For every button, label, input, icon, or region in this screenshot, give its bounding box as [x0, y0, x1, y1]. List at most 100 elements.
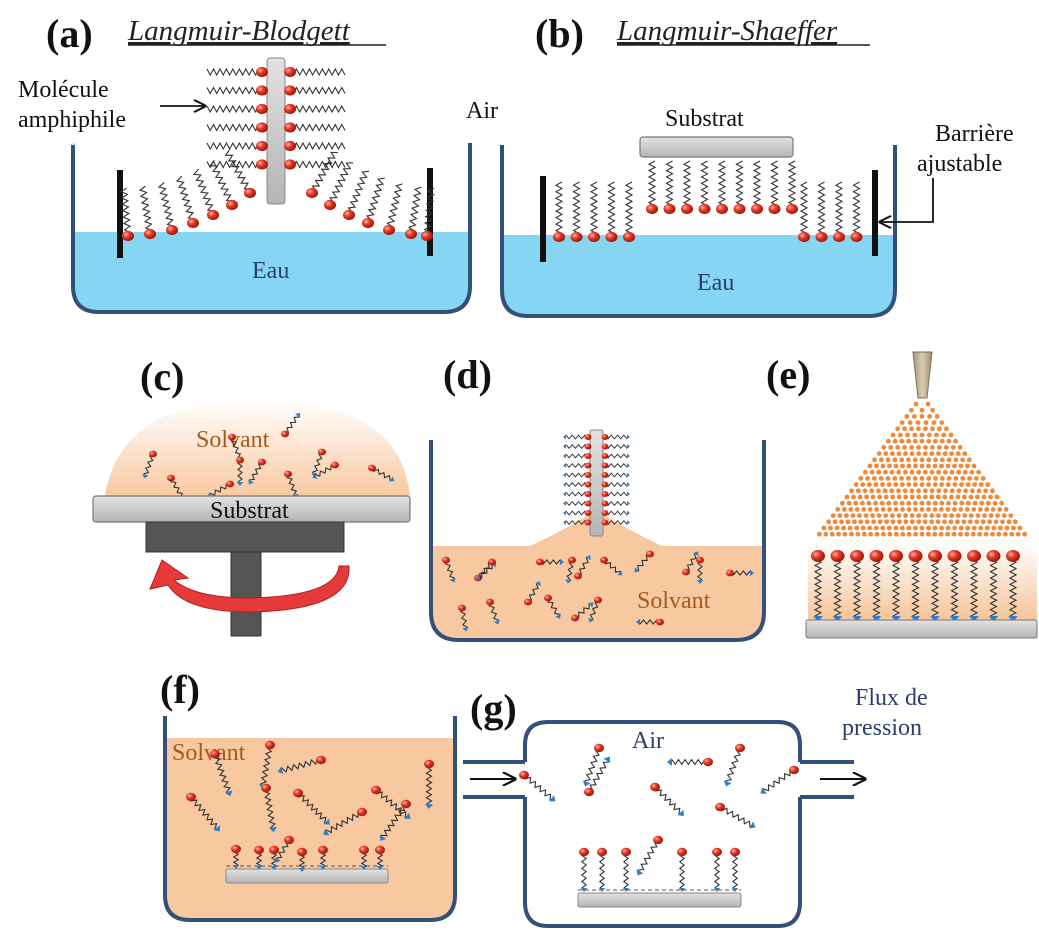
anchor-group — [555, 613, 561, 619]
alkyl-tail — [170, 477, 183, 499]
alkyl-tail — [607, 181, 616, 238]
droplet — [876, 488, 881, 494]
alkyl-tail — [565, 519, 589, 526]
polar-head — [928, 550, 942, 562]
droplet — [929, 519, 935, 525]
spray-droplets — [817, 401, 1027, 537]
droplet — [955, 451, 961, 456]
alkyl-tail — [752, 160, 762, 210]
droplet — [916, 426, 921, 432]
droplet — [916, 488, 921, 494]
droplet — [916, 469, 922, 475]
anchor-group — [588, 602, 594, 608]
droplet — [963, 488, 968, 494]
amphiphile-molecule — [833, 181, 845, 243]
polar-head — [605, 231, 618, 243]
droplet — [876, 469, 882, 475]
polar-head — [653, 835, 663, 845]
amphiphile-molecule — [733, 160, 746, 215]
amphiphile-molecule — [601, 462, 630, 469]
droplet — [958, 507, 964, 512]
droplet — [929, 494, 935, 500]
polar-head — [187, 217, 199, 229]
amphiphile-molecule — [751, 160, 763, 215]
amphiphile-molecule — [138, 185, 156, 240]
polar-head — [231, 844, 241, 854]
droplet — [985, 500, 991, 506]
droplet — [972, 482, 977, 487]
droplet — [870, 494, 876, 500]
droplet — [893, 463, 899, 469]
alkyl-tail — [425, 763, 433, 805]
droplet — [932, 525, 938, 531]
droplet — [976, 488, 982, 494]
alkyl-tail — [407, 186, 422, 235]
droplet — [892, 476, 898, 481]
droplet — [880, 507, 886, 512]
alkyl-tail — [289, 104, 346, 114]
amphiphile-molecule — [563, 481, 592, 488]
panel-b: (b) Langmuir-Shaeffer Eau Substrat Barri… — [500, 11, 1014, 318]
anchor-group — [832, 616, 843, 622]
polar-head — [967, 550, 981, 562]
polar-head — [681, 203, 693, 215]
droplet — [976, 469, 981, 475]
anchor-group — [585, 555, 591, 561]
alkyl-tail — [580, 851, 588, 889]
droplet — [926, 463, 931, 469]
anchor-group — [627, 510, 630, 516]
droplet — [867, 507, 873, 512]
anchor-group — [760, 787, 767, 794]
anchor-group — [598, 888, 606, 892]
barrier-label-line1: Barrière — [935, 121, 1014, 147]
droplet — [951, 531, 957, 537]
polar-head — [584, 481, 592, 488]
amphiphile-molecule — [442, 556, 456, 583]
anchor-group — [255, 866, 263, 870]
droplet — [885, 476, 891, 481]
droplet — [960, 476, 966, 481]
polar-head — [293, 788, 303, 798]
droplet — [909, 469, 915, 475]
alkyl-tail — [289, 141, 346, 151]
amphiphile-molecule — [786, 160, 798, 215]
droplet — [862, 488, 868, 494]
droplet — [971, 507, 977, 512]
amphiphile-molecule — [650, 782, 684, 816]
droplet — [829, 531, 835, 537]
water — [502, 235, 895, 316]
amphiphile-molecule — [815, 181, 828, 243]
alkyl-tail — [817, 181, 826, 238]
droplet — [996, 531, 1002, 537]
polar-head — [284, 835, 294, 845]
droplet — [880, 482, 885, 487]
polar-head — [698, 203, 711, 215]
droplet — [968, 494, 974, 500]
droplet — [900, 525, 905, 531]
droplet — [939, 457, 945, 463]
droplet — [902, 445, 907, 450]
alkyl-tail — [637, 839, 659, 871]
alkyl-tail — [604, 519, 628, 526]
amphiphile-molecule — [768, 160, 781, 215]
panel-a-title: Langmuir-Blodgett — [127, 15, 351, 47]
alkyl-tail — [604, 434, 628, 440]
polar-head — [584, 787, 594, 797]
polar-head — [869, 550, 884, 562]
alkyl-tail — [799, 181, 809, 238]
polar-head — [601, 491, 609, 497]
droplet — [946, 500, 951, 506]
droplet — [897, 432, 903, 438]
droplet — [935, 519, 941, 525]
droplet — [844, 494, 850, 500]
droplet — [913, 401, 919, 407]
droplet — [826, 519, 831, 525]
amphiphile-molecule — [715, 802, 756, 829]
amphiphile-molecule — [601, 472, 630, 478]
droplet — [949, 469, 955, 475]
anchor-group — [627, 501, 630, 506]
polar-head — [650, 782, 660, 792]
droplet — [1003, 507, 1009, 512]
droplet — [971, 463, 977, 469]
amphiphile-molecule — [324, 162, 354, 211]
